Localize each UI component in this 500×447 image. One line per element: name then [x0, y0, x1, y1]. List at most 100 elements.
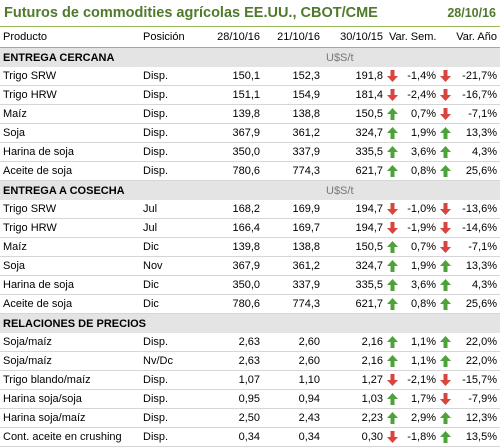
arrow-down-icon	[386, 370, 399, 390]
week-ago-price-cell: 152,3	[263, 67, 323, 86]
current-price-cell: 0,34	[202, 427, 263, 447]
weekly-change-cell: -2,4%	[399, 85, 440, 105]
arrow-up-icon	[386, 275, 399, 295]
arrow-up-icon	[439, 275, 453, 295]
table-row: Maíz Dic 139,8 138,8 150,5 0,7% -7,1%	[0, 237, 500, 257]
arrow-down-icon	[439, 104, 453, 124]
arrow-down-icon	[439, 200, 453, 219]
arrow-up-icon	[386, 294, 399, 314]
position-cell: Disp.	[140, 370, 202, 390]
week-ago-price-cell: 337,9	[263, 275, 323, 295]
arrow-down-icon	[439, 218, 453, 238]
weekly-change-cell: -1,4%	[399, 67, 440, 86]
current-price-cell: 350,0	[202, 142, 263, 162]
year-ago-price-cell: 621,7	[323, 294, 386, 314]
weekly-change-cell: -1,9%	[399, 218, 440, 238]
table-row: Harina soja/soja Disp. 0,95 0,94 1,03 1,7% -7,…	[0, 389, 500, 409]
product-cell: Trigo HRW	[0, 85, 140, 105]
week-ago-price-cell: 361,2	[263, 123, 323, 143]
product-cell: Soja	[0, 123, 140, 143]
product-cell: Harina soja/soja	[0, 389, 140, 409]
product-cell: Trigo blando/maíz	[0, 370, 140, 390]
year-ago-price-cell: 150,5	[323, 237, 386, 257]
arrow-up-icon	[386, 142, 399, 162]
weekly-change-cell: 0,7%	[399, 237, 440, 257]
position-cell: Disp.	[140, 67, 202, 86]
arrow-up-icon	[439, 408, 453, 428]
section-header: ENTREGA A COSECHA U$S/t	[0, 180, 500, 200]
weekly-change-cell: 0,8%	[399, 294, 440, 314]
product-cell: Trigo SRW	[0, 67, 140, 86]
table-row: Soja Nov 367,9 361,2 324,7 1,9% 13,3%	[0, 256, 500, 276]
section-header: ENTREGA CERCANA U$S/t	[0, 47, 500, 67]
table-row: Trigo blando/maíz Disp. 1,07 1,10 1,27 -2,1% -…	[0, 370, 500, 390]
product-cell: Aceite de soja	[0, 161, 140, 181]
current-price-cell: 150,1	[202, 67, 263, 86]
year-ago-price-cell: 621,7	[323, 161, 386, 181]
arrow-up-icon	[439, 333, 453, 352]
weekly-change-cell: 3,6%	[399, 142, 440, 162]
arrow-up-icon	[386, 389, 399, 409]
arrow-up-icon	[386, 351, 399, 371]
weekly-change-cell: 0,8%	[399, 161, 440, 181]
arrow-up-icon	[386, 408, 399, 428]
arrow-up-icon	[386, 237, 399, 257]
table-row: Harina de soja Disp. 350,0 337,9 335,5 3,6% 4,…	[0, 142, 500, 162]
yearly-change-cell: -13,6%	[452, 200, 500, 219]
yearly-change-cell: 25,6%	[452, 161, 500, 181]
col-header-posicion: Posición	[140, 26, 202, 48]
weekly-change-cell: 3,6%	[399, 275, 440, 295]
year-ago-price-cell: 324,7	[323, 123, 386, 143]
position-cell: Disp.	[140, 408, 202, 428]
current-price-cell: 780,6	[202, 161, 263, 181]
arrow-down-icon	[439, 85, 453, 105]
position-cell: Disp.	[140, 85, 202, 105]
yearly-change-cell: 25,6%	[452, 294, 500, 314]
section-title: ENTREGA A COSECHA	[0, 180, 323, 200]
section-header: RELACIONES DE PRECIOS	[0, 313, 500, 333]
yearly-change-cell: 13,3%	[452, 123, 500, 143]
table-row: Maíz Disp. 139,8 138,8 150,5 0,7% -7,1%	[0, 104, 500, 124]
yearly-change-cell: 4,3%	[452, 142, 500, 162]
header-row: Producto Posición 28/10/16 21/10/16 30/1…	[0, 26, 500, 48]
title-bar: Futuros de commodities agrícolas EE.UU.,…	[0, 0, 500, 26]
yearly-change-cell: -21,7%	[452, 67, 500, 86]
col-header-producto: Producto	[0, 26, 140, 48]
yearly-change-cell: 13,5%	[452, 427, 500, 447]
table-row: Harina soja/maíz Disp. 2,50 2,43 2,23 2,9% 12,…	[0, 408, 500, 428]
year-ago-price-cell: 324,7	[323, 256, 386, 276]
product-cell: Maíz	[0, 237, 140, 257]
position-cell: Nv/Dc	[140, 351, 202, 371]
yearly-change-cell: -7,1%	[452, 237, 500, 257]
position-cell: Disp.	[140, 333, 202, 352]
table-row: Trigo HRW Jul 166,4 169,7 194,7 -1,9% -14,6%	[0, 218, 500, 238]
yearly-change-cell: 13,3%	[452, 256, 500, 276]
yearly-change-cell: -7,9%	[452, 389, 500, 409]
position-cell: Disp.	[140, 104, 202, 124]
current-price-cell: 1,07	[202, 370, 263, 390]
product-cell: Harina de soja	[0, 142, 140, 162]
product-cell: Harina soja/maíz	[0, 408, 140, 428]
arrow-up-icon	[439, 161, 453, 181]
year-ago-price-cell: 150,5	[323, 104, 386, 124]
year-ago-price-cell: 335,5	[323, 275, 386, 295]
year-ago-price-cell: 194,7	[323, 200, 386, 219]
arrow-down-icon	[439, 67, 453, 86]
table-row: Cont. aceite en crushing Disp. 0,34 0,34 0,3…	[0, 427, 500, 447]
weekly-change-cell: 2,9%	[399, 408, 440, 428]
product-cell: Cont. aceite en crushing	[0, 427, 140, 447]
yearly-change-cell: -7,1%	[452, 104, 500, 124]
arrow-down-icon	[386, 218, 399, 238]
table-row: Aceite de soja Dic 780,6 774,3 621,7 0,8% 25,6…	[0, 294, 500, 314]
yearly-change-cell: -14,6%	[452, 218, 500, 238]
current-price-cell: 0,95	[202, 389, 263, 409]
position-cell: Dic	[140, 237, 202, 257]
position-cell: Jul	[140, 200, 202, 219]
position-cell: Disp.	[140, 123, 202, 143]
year-ago-price-cell: 2,23	[323, 408, 386, 428]
arrow-up-icon	[386, 161, 399, 181]
weekly-change-cell: 1,1%	[399, 333, 440, 352]
position-cell: Nov	[140, 256, 202, 276]
current-price-cell: 350,0	[202, 275, 263, 295]
yearly-change-cell: -16,7%	[452, 85, 500, 105]
